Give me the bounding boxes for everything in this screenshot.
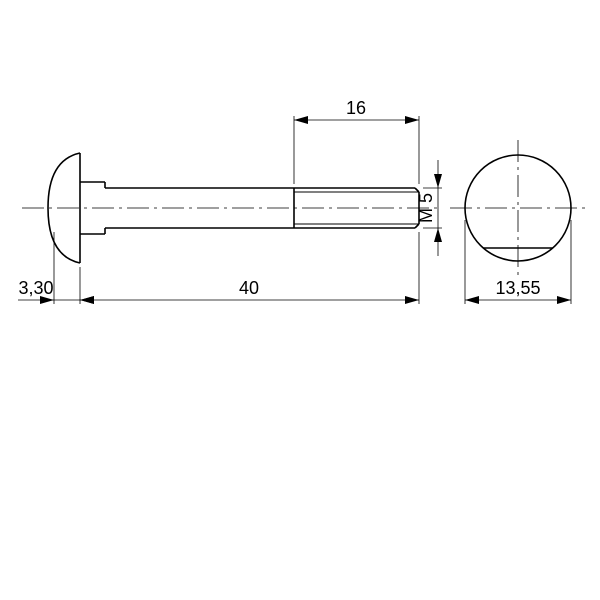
head-view — [450, 140, 586, 276]
chamfer-bottom — [415, 224, 419, 228]
dim-shank-length: 40 — [80, 232, 419, 304]
dim-thread-length: 16 — [294, 98, 419, 184]
dim-thread-length-label: 16 — [346, 98, 366, 118]
dim-head-thickness: 3,30 — [18, 232, 94, 304]
side-view — [22, 153, 438, 263]
dim-head-diameter-label: 13,55 — [495, 278, 540, 298]
dim-shank-length-label: 40 — [239, 278, 259, 298]
dim-head-thickness-label: 3,30 — [18, 278, 53, 298]
chamfer-top — [415, 188, 419, 192]
dim-thread-dia-label: M 5 — [416, 193, 436, 223]
bolt-engineering-drawing: 16 M 5 40 3,30 13,55 — [0, 0, 600, 600]
dim-thread-dia: M 5 — [416, 160, 442, 256]
